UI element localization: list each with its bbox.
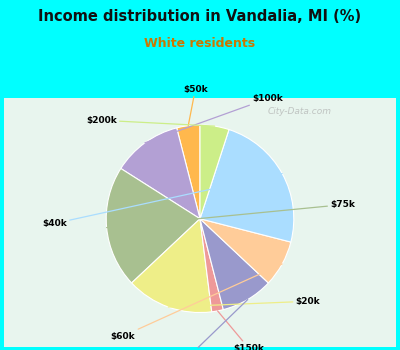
Text: $200k: $200k	[86, 116, 215, 126]
Wedge shape	[132, 219, 212, 313]
Text: Income distribution in Vandalia, MI (%): Income distribution in Vandalia, MI (%)	[38, 9, 362, 24]
Text: $150k: $150k	[218, 311, 264, 350]
Wedge shape	[200, 125, 229, 219]
Text: > $200k: > $200k	[170, 300, 248, 350]
Wedge shape	[200, 130, 294, 242]
Text: $100k: $100k	[145, 94, 283, 143]
Text: $75k: $75k	[107, 200, 355, 228]
Text: $40k: $40k	[42, 174, 282, 228]
Text: $60k: $60k	[111, 264, 282, 341]
Wedge shape	[121, 128, 200, 219]
Wedge shape	[200, 219, 223, 312]
Wedge shape	[200, 219, 291, 283]
Text: $20k: $20k	[168, 297, 320, 307]
Bar	[4, 98, 396, 346]
Wedge shape	[200, 219, 268, 310]
Text: White residents: White residents	[144, 37, 256, 50]
Wedge shape	[106, 168, 200, 283]
Text: $50k: $50k	[183, 85, 208, 126]
Wedge shape	[177, 125, 200, 219]
Text: City-Data.com: City-Data.com	[268, 107, 332, 116]
